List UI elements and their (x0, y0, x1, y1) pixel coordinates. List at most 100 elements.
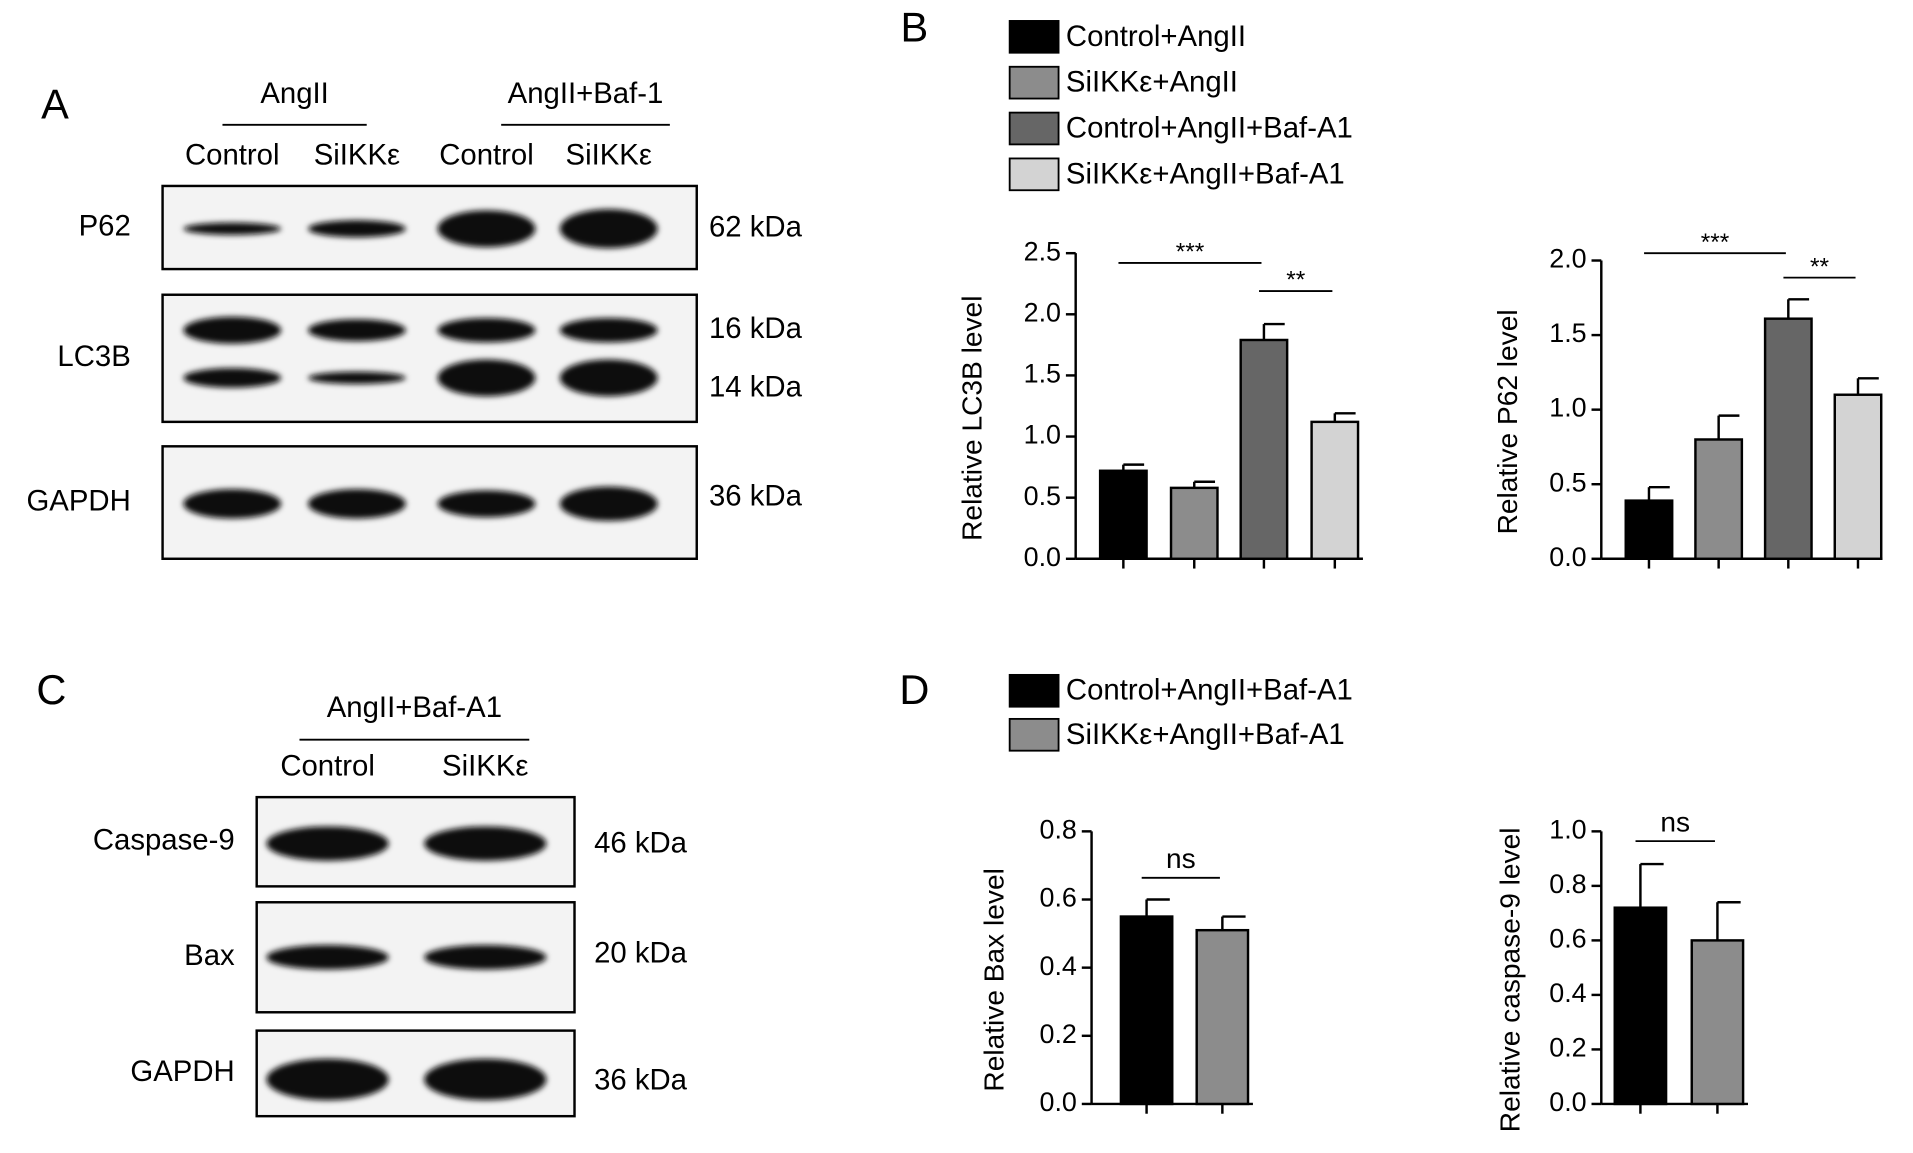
y-tick-label: 2.0 (1024, 297, 1061, 327)
legend-label: Control+AngII (1066, 20, 1246, 53)
legend-label: Control+AngII+Baf-A1 (1066, 674, 1353, 707)
legend-swatch (1008, 673, 1060, 708)
bar (1169, 486, 1219, 560)
bar (1624, 499, 1674, 560)
band (437, 490, 536, 518)
protein-label: Caspase-9 (93, 824, 235, 857)
lane-label: SiIKKε (442, 750, 528, 783)
significance-label: ns (1166, 843, 1196, 874)
y-tick-label: 2.0 (1549, 244, 1586, 274)
y-tick-label: 0.0 (1040, 1087, 1077, 1117)
size-label: 16 kDa (709, 312, 803, 345)
legend-label: SiIKKε+AngII (1066, 66, 1238, 99)
group-label: AngII (260, 77, 328, 110)
bar (1690, 939, 1745, 1106)
bar (1310, 420, 1360, 560)
bar (1098, 469, 1148, 560)
protein-label: LC3B (57, 340, 130, 373)
significance-label: ns (1660, 806, 1690, 837)
size-label: 46 kDa (594, 827, 688, 860)
bar (1833, 393, 1883, 560)
significance-label: ** (1286, 267, 1306, 294)
y-tick-label: 1.5 (1024, 359, 1061, 389)
size-label: 14 kDa (709, 371, 803, 404)
significance-label: *** (1176, 239, 1205, 266)
band (266, 826, 389, 861)
y-tick-label: 0.0 (1549, 1087, 1586, 1117)
y-tick-label: 0.8 (1549, 869, 1586, 899)
size-label: 36 kDa (709, 479, 803, 512)
legend-swatch (1008, 157, 1060, 192)
y-tick-label: 0.8 (1040, 814, 1077, 844)
band (424, 826, 547, 861)
lane-label: SiIKKε (566, 138, 652, 171)
protein-label: GAPDH (26, 484, 130, 517)
band (308, 319, 406, 342)
panel-label: B (900, 4, 928, 51)
group-label: AngII+Baf-1 (508, 77, 664, 110)
legend-label: Control+AngII+Baf-A1 (1066, 111, 1353, 144)
band (424, 945, 547, 970)
band (559, 486, 658, 521)
band (437, 359, 536, 397)
lane-label: SiIKKε (314, 138, 400, 171)
lane-label: Control (439, 138, 534, 171)
legend-swatch (1008, 65, 1060, 100)
legend-label: SiIKKε+AngII+Baf-A1 (1066, 157, 1345, 190)
bar (1763, 317, 1813, 560)
y-tick-label: 1.5 (1549, 318, 1586, 348)
y-axis-label: Relative caspase-9 level (1494, 828, 1525, 1133)
panel-label: C (36, 666, 66, 713)
size-label: 62 kDa (709, 210, 803, 243)
protein-label: Bax (184, 939, 235, 972)
size-label: 36 kDa (594, 1064, 688, 1097)
band (308, 371, 406, 384)
y-axis-label: Relative LC3B level (957, 296, 988, 541)
band (308, 489, 406, 519)
bar (1119, 915, 1174, 1106)
y-tick-label: 0.4 (1549, 978, 1586, 1008)
y-tick-label: 1.0 (1549, 814, 1586, 844)
y-tick-label: 0.4 (1040, 951, 1077, 981)
lane-label: Control (185, 138, 280, 171)
legend-swatch (1008, 111, 1060, 146)
band (183, 222, 282, 235)
protein-label: P62 (79, 209, 131, 242)
y-tick-label: 2.5 (1024, 236, 1061, 266)
band (183, 316, 282, 344)
y-tick-label: 0.2 (1549, 1033, 1586, 1063)
y-tick-label: 1.0 (1549, 393, 1586, 423)
band (559, 317, 658, 343)
y-axis-label: Relative P62 level (1492, 309, 1523, 534)
band (559, 359, 658, 397)
blot-box (161, 293, 698, 424)
band (266, 1058, 389, 1101)
legend-swatch (1008, 20, 1060, 54)
band (424, 1058, 547, 1101)
y-tick-label: 0.0 (1024, 542, 1061, 572)
y-tick-label: 0.5 (1549, 467, 1586, 497)
y-tick-label: 0.6 (1040, 883, 1077, 913)
band (437, 317, 536, 343)
band (437, 210, 536, 248)
protein-label: GAPDH (130, 1055, 234, 1088)
band (559, 209, 658, 249)
y-tick-label: 0.2 (1040, 1019, 1077, 1049)
y-tick-label: 1.0 (1024, 420, 1061, 450)
band (266, 945, 389, 970)
y-tick-label: 0.6 (1549, 924, 1586, 954)
bar (1694, 438, 1744, 560)
significance-label: *** (1701, 229, 1730, 256)
y-tick-label: 0.0 (1549, 542, 1586, 572)
panel-label: A (41, 81, 69, 128)
bar (1239, 338, 1289, 560)
panel-label: D (899, 666, 929, 713)
y-tick-label: 0.5 (1024, 481, 1061, 511)
legend-swatch (1008, 717, 1060, 752)
size-label: 20 kDa (594, 937, 688, 970)
band (308, 220, 406, 238)
bar (1613, 906, 1668, 1106)
band (183, 368, 282, 388)
